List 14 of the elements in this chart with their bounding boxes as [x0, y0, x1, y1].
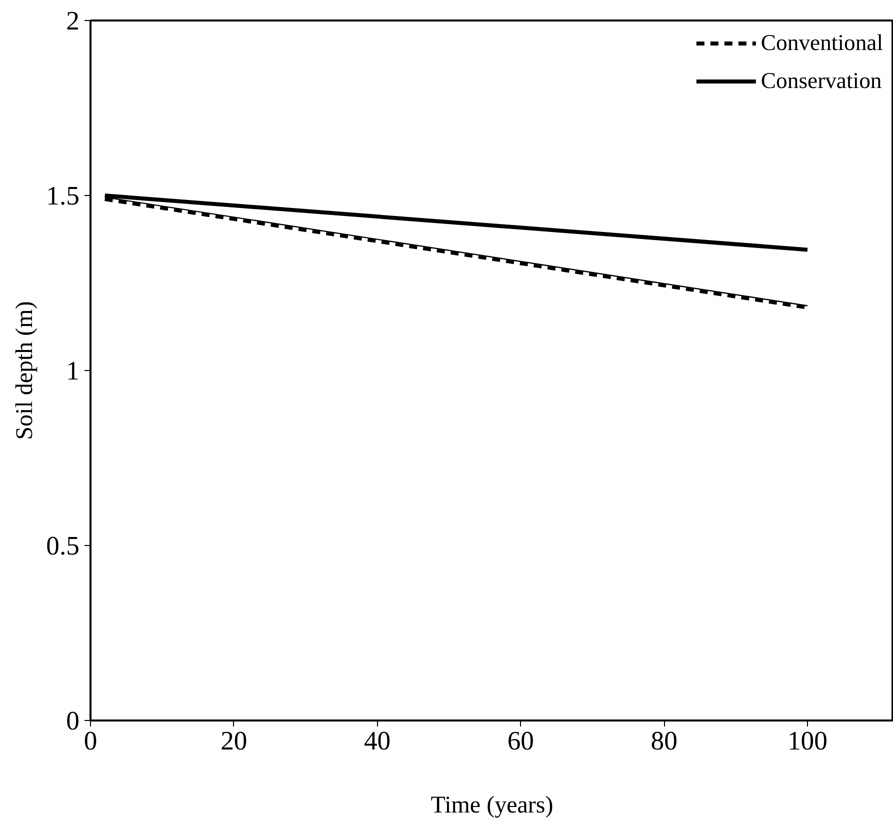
- x-tick-label: 100: [787, 726, 828, 756]
- y-tick-label: 0: [66, 706, 80, 736]
- y-axis-title: Soil depth (m): [12, 301, 38, 440]
- x-tick-label: 20: [220, 726, 248, 756]
- x-axis-title: Time (years): [430, 792, 554, 818]
- x-tick-label: 40: [364, 726, 391, 756]
- y-tick-label: 1: [66, 356, 80, 386]
- legend-label: Conventional: [760, 30, 883, 56]
- y-tick-label: 2: [66, 6, 80, 36]
- y-tick-label: 0.5: [46, 530, 80, 560]
- x-tick-label: 60: [507, 726, 534, 756]
- x-tick-label: 80: [650, 726, 678, 756]
- y-tick-label: 1.5: [46, 180, 80, 210]
- legend-label: Conservation: [760, 68, 882, 94]
